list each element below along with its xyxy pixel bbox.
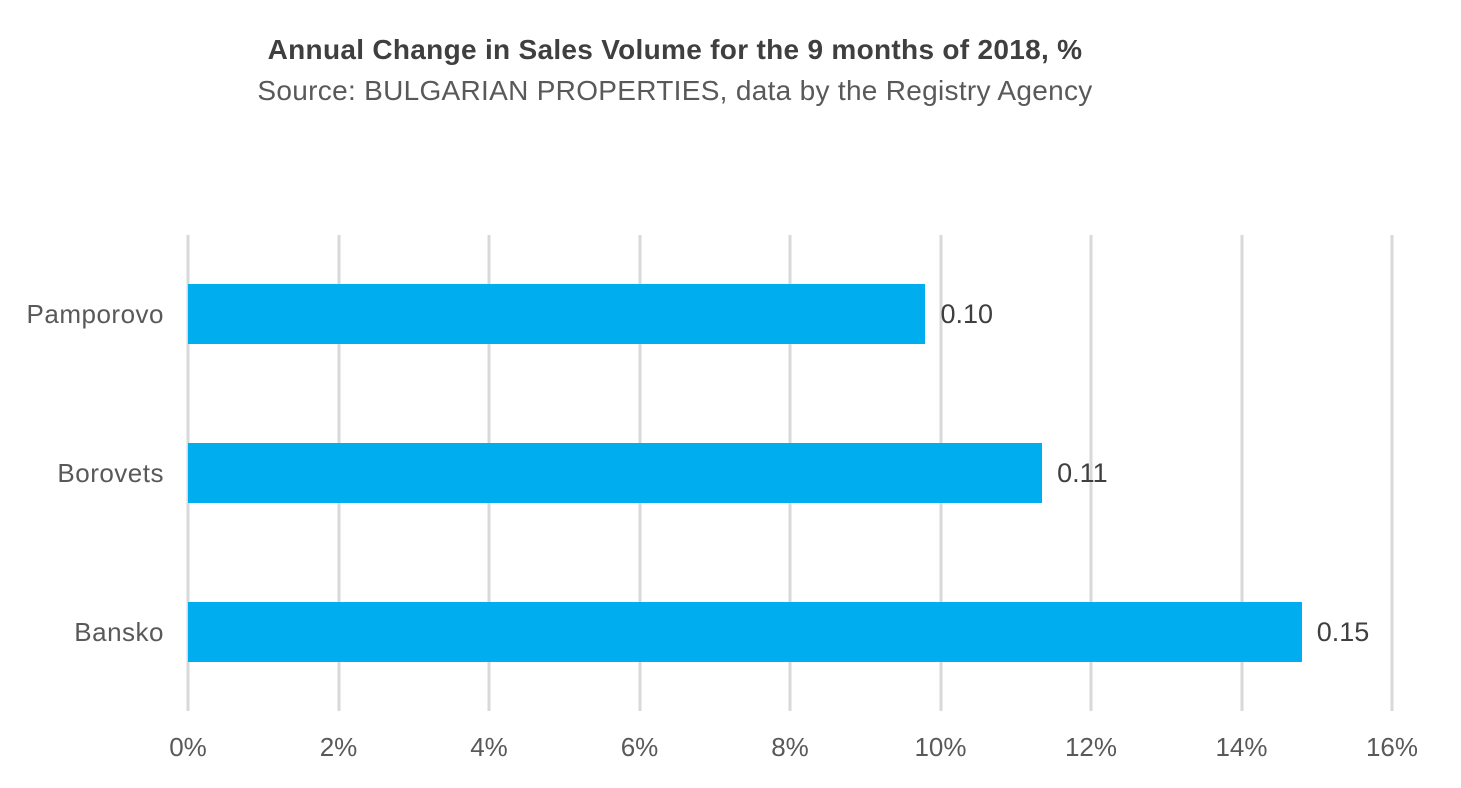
data-label-borovets: 0.11 [1057,458,1108,488]
category-label-borovets: Borovets [57,458,164,488]
plot-area: 0.10 0.11 0.15 [186,235,1394,711]
bar-pamporovo [188,284,926,345]
x-axis-tick-label: 12% [1064,732,1118,762]
x-axis-tick-label: 14% [1215,732,1268,762]
x-axis-tick-label: 0% [169,732,207,762]
data-label-pamporovo: 0.10 [940,299,993,330]
x-axis-tick-label: 6% [620,732,659,762]
gridline [1240,235,1243,711]
bar-bansko [188,601,1302,662]
x-axis-tick-label: 16% [1365,732,1419,762]
x-axis-tick-label: 4% [470,732,508,762]
category-label-bansko: Bansko [74,616,164,647]
data-label-bansko: 0.15 [1316,616,1370,647]
chart-header: Annual Change in Sales Volume for the 9 … [0,34,1350,107]
chart-subtitle: Source: BULGARIAN PROPERTIES, data by th… [257,75,1093,106]
bar-borovets [188,443,1043,503]
category-label-pamporovo: Pamporovo [26,299,164,330]
gridline [1390,235,1394,711]
x-axis-tick-label: 2% [319,732,358,762]
gridline [1089,235,1093,711]
x-axis-tick-label: 10% [914,732,967,762]
chart-title: Annual Change in Sales Volume for the 9 … [267,34,1083,65]
x-axis-tick-label: 8% [771,732,809,762]
